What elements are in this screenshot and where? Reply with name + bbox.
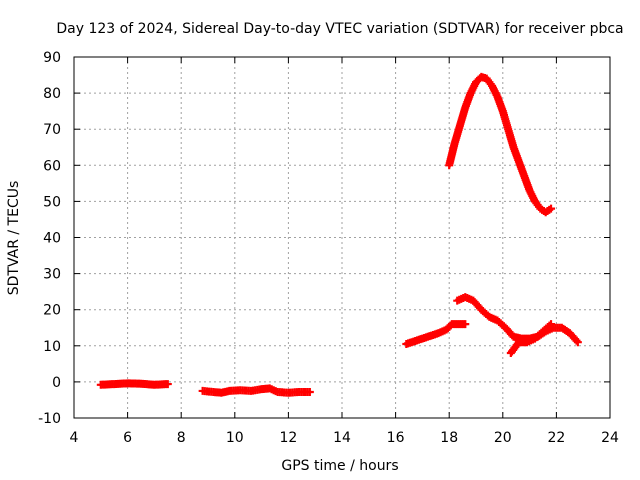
y-tick-label: 40 (43, 231, 61, 247)
data-point (461, 320, 470, 329)
y-tick-label: 20 (43, 303, 61, 319)
y-tick-label: 30 (43, 267, 61, 283)
x-tick-label: 24 (601, 430, 619, 446)
y-tick-label: 60 (43, 158, 61, 174)
data-point (572, 336, 581, 345)
y-tick-label: -10 (38, 411, 61, 427)
y-axis-label: SDTVAR / TECUs (6, 181, 22, 296)
series-segment-3 (402, 320, 470, 348)
data-point (163, 380, 172, 389)
y-tick-label: 70 (43, 122, 61, 138)
chart-title: Day 123 of 2024, Sidereal Day-to-day VTE… (56, 21, 623, 37)
y-tick-label: 0 (52, 375, 61, 391)
x-tick-label: 16 (387, 430, 405, 446)
series-segment-5 (506, 320, 556, 358)
data-series (96, 72, 582, 397)
data-point (305, 388, 314, 397)
data-point (573, 338, 582, 347)
data-point (547, 320, 556, 329)
axis-ticks: 4 6 8 10 12 14 16 18 20 22 24 -10 0 10 20 30 40 50 60 70 80 9… (38, 50, 619, 446)
series-segment-2 (198, 384, 314, 397)
x-axis-label: GPS time / hours (281, 458, 398, 474)
data-point (547, 204, 556, 213)
x-tick-label: 18 (440, 430, 458, 446)
x-tick-label: 12 (279, 430, 297, 446)
y-tick-label: 90 (43, 50, 61, 66)
y-tick-label: 50 (43, 194, 61, 210)
series-segment-1 (96, 379, 172, 389)
x-tick-label: 22 (547, 430, 565, 446)
y-tick-label: 80 (43, 86, 61, 102)
x-tick-label: 4 (70, 430, 79, 446)
x-tick-label: 14 (333, 430, 351, 446)
series-segment-6 (445, 72, 556, 217)
x-tick-label: 6 (123, 430, 132, 446)
y-tick-label: 10 (43, 339, 61, 355)
x-tick-label: 8 (177, 430, 186, 446)
x-tick-label: 20 (494, 430, 512, 446)
x-tick-label: 10 (226, 430, 244, 446)
